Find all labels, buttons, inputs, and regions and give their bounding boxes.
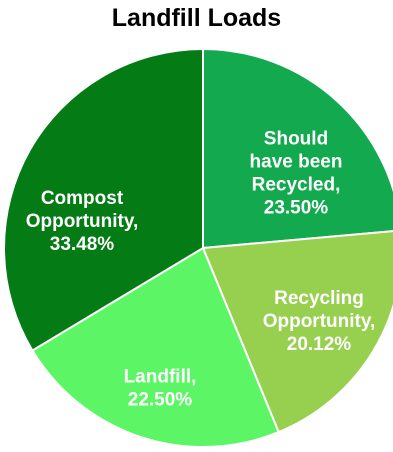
pie-slice-landfill bbox=[31, 246, 280, 448]
data-label-line: Opportunity, bbox=[26, 211, 139, 232]
data-label-line: have been bbox=[250, 152, 343, 173]
data-label-line: Landfill, bbox=[124, 367, 197, 388]
pie-data-labels: Should have been Recycled, 23.50%Recycling O… bbox=[26, 129, 376, 411]
data-label-line: Opportunity, bbox=[263, 311, 376, 332]
data-label-should-have-been-recycled: Should have been Recycled, 23.50% bbox=[250, 129, 343, 219]
data-label-line: Should bbox=[264, 129, 328, 150]
chart-title: Landfill Loads bbox=[111, 4, 282, 32]
data-label-line: 20.12% bbox=[287, 334, 352, 355]
data-label-line: Recycled, bbox=[252, 175, 341, 196]
data-label-line: 33.48% bbox=[50, 234, 115, 255]
data-label-landfill: Landfill, 22.50% bbox=[124, 367, 197, 411]
pie-slice-recycling-opportunity bbox=[201, 230, 393, 434]
pie-slice-should-have-been-recycled bbox=[202, 47, 393, 250]
data-label-line: 23.50% bbox=[264, 198, 329, 219]
pie-slice-compost-opportunity bbox=[3, 47, 204, 352]
data-label-line: Recycling bbox=[274, 288, 364, 309]
data-label-compost-opportunity: Compost Opportunity, 33.48% bbox=[26, 188, 139, 255]
data-label-line: Compost bbox=[41, 188, 124, 209]
data-label-recycling-opportunity: Recycling Opportunity, 20.12% bbox=[263, 288, 376, 355]
data-label-line: 22.50% bbox=[128, 390, 193, 411]
pie-slices bbox=[3, 47, 393, 448]
